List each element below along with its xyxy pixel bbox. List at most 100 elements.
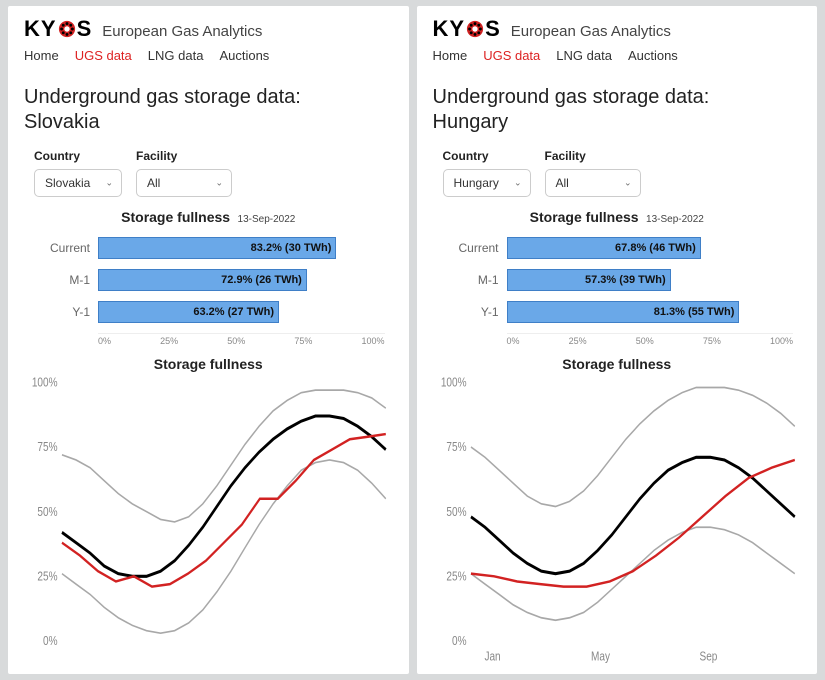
bar-fill: 57.3% (39 TWh) [507,269,671,291]
svg-text:50%: 50% [37,506,57,519]
logo-text-left: KY [24,16,57,42]
bar-fill: 63.2% (27 TWh) [98,301,279,323]
bar-category-label: M-1 [32,273,90,287]
bar-category-label: Y-1 [32,305,90,319]
country-select[interactable]: Hungary ⌄ [443,169,531,197]
svg-text:Jan: Jan [484,651,500,664]
svg-text:0%: 0% [451,635,466,648]
analytics-panel-0: KY S European Gas Analytics Home UGS data… [8,6,409,674]
bar-axis: 0% 25% 50% 75% 100% [98,333,385,346]
bar-chart: Current 83.2% (30 TWh) M-1 72.9% (26 TWh… [24,233,393,356]
brand-row: KY S European Gas Analytics [433,16,802,42]
facility-select[interactable]: All ⌄ [545,169,641,197]
bar-value-label: 72.9% (26 TWh) [221,274,302,286]
svg-text:100%: 100% [440,377,466,390]
page-title: Underground gas storage data:Slovakia [24,85,393,135]
chevron-down-icon: ⌄ [215,178,223,189]
bar-track: 81.3% (55 TWh) [507,301,794,323]
nav-item-home[interactable]: Home [433,48,468,63]
country-select-value: Hungary [454,176,499,190]
svg-text:100%: 100% [32,377,58,390]
bar-track: 67.8% (46 TWh) [507,237,794,259]
bar-xtick: 100% [770,336,793,346]
bar-track: 57.3% (39 TWh) [507,269,794,291]
bar-chart-title: Storage fullness [530,209,639,225]
nav-item-ugs-data[interactable]: UGS data [483,48,540,63]
bar-track: 83.2% (30 TWh) [98,237,385,259]
main-nav: Home UGS data LNG data Auctions [433,48,802,63]
svg-text:May: May [591,651,610,664]
facility-filter-label: Facility [136,149,232,163]
country-filter-label: Country [443,149,531,163]
bar-value-label: 57.3% (39 TWh) [585,274,666,286]
country-filter: Country Slovakia ⌄ [34,149,122,197]
bar-value-label: 63.2% (27 TWh) [193,306,274,318]
bar-chart-date: 13-Sep-2022 [238,214,296,225]
bar-category-label: M-1 [441,273,499,287]
bar-chart-title-row: Storage fullness 13-Sep-2022 [433,209,802,227]
bar-track: 63.2% (27 TWh) [98,301,385,323]
line-chart: 0%25%50%75%100%JanMaySep [433,374,802,666]
bar-fill: 83.2% (30 TWh) [98,237,336,259]
nav-item-ugs-data[interactable]: UGS data [75,48,132,63]
facility-select[interactable]: All ⌄ [136,169,232,197]
bar-xtick: 0% [98,336,111,346]
chevron-down-icon: ⌄ [514,178,522,189]
facility-filter: Facility All ⌄ [545,149,641,197]
logo-text-right: S [77,16,93,42]
bar-category-label: Current [32,241,90,255]
facility-select-value: All [556,176,569,190]
logo[interactable]: KY S [433,16,501,42]
country-select[interactable]: Slovakia ⌄ [34,169,122,197]
chevron-down-icon: ⌄ [624,178,632,189]
facility-filter-label: Facility [545,149,641,163]
facility-filter: Facility All ⌄ [136,149,232,197]
bar-xtick: 50% [636,336,654,346]
svg-text:50%: 50% [446,506,466,519]
bar-value-label: 67.8% (46 TWh) [615,242,696,254]
nav-item-auctions[interactable]: Auctions [219,48,269,63]
line-chart: 0%25%50%75%100% [24,374,393,666]
line-chart-title: Storage fullness [24,356,393,372]
bar-row: Y-1 81.3% (55 TWh) [441,301,794,323]
bar-xtick: 50% [227,336,245,346]
nav-item-lng-data[interactable]: LNG data [556,48,612,63]
nav-item-auctions[interactable]: Auctions [628,48,678,63]
chevron-down-icon: ⌄ [105,178,113,189]
bar-value-label: 83.2% (30 TWh) [251,242,332,254]
page-title: Underground gas storage data:Hungary [433,85,802,135]
main-nav: Home UGS data LNG data Auctions [24,48,393,63]
bar-category-label: Y-1 [441,305,499,319]
dashboard-container: KY S European Gas Analytics Home UGS data… [8,6,817,674]
svg-text:25%: 25% [446,571,466,584]
bar-row: Y-1 63.2% (27 TWh) [32,301,385,323]
bar-fill: 67.8% (46 TWh) [507,237,701,259]
bar-chart-date: 13-Sep-2022 [646,214,704,225]
bar-fill: 81.3% (55 TWh) [507,301,740,323]
logo[interactable]: KY S [24,16,92,42]
bar-xtick: 75% [294,336,312,346]
bar-chart: Current 67.8% (46 TWh) M-1 57.3% (39 TWh… [433,233,802,356]
bar-xtick: 0% [507,336,520,346]
bar-chart-title-row: Storage fullness 13-Sep-2022 [24,209,393,227]
logo-text-left: KY [433,16,466,42]
brand-tagline: European Gas Analytics [102,23,262,40]
nav-item-lng-data[interactable]: LNG data [148,48,204,63]
filter-row: Country Slovakia ⌄ Facility All ⌄ [34,149,393,197]
analytics-panel-1: KY S European Gas Analytics Home UGS data… [417,6,818,674]
svg-text:75%: 75% [37,441,57,454]
bar-xtick: 100% [361,336,384,346]
bar-xtick: 75% [703,336,721,346]
bar-row: Current 67.8% (46 TWh) [441,237,794,259]
facility-select-value: All [147,176,160,190]
bar-chart-title: Storage fullness [121,209,230,225]
bar-row: M-1 72.9% (26 TWh) [32,269,385,291]
bar-xtick: 25% [160,336,178,346]
brand-row: KY S European Gas Analytics [24,16,393,42]
svg-text:75%: 75% [446,441,466,454]
country-filter: Country Hungary ⌄ [443,149,531,197]
logo-text-right: S [485,16,501,42]
bar-axis: 0%25%50%75%100% [507,333,794,346]
country-select-value: Slovakia [45,176,90,190]
nav-item-home[interactable]: Home [24,48,59,63]
